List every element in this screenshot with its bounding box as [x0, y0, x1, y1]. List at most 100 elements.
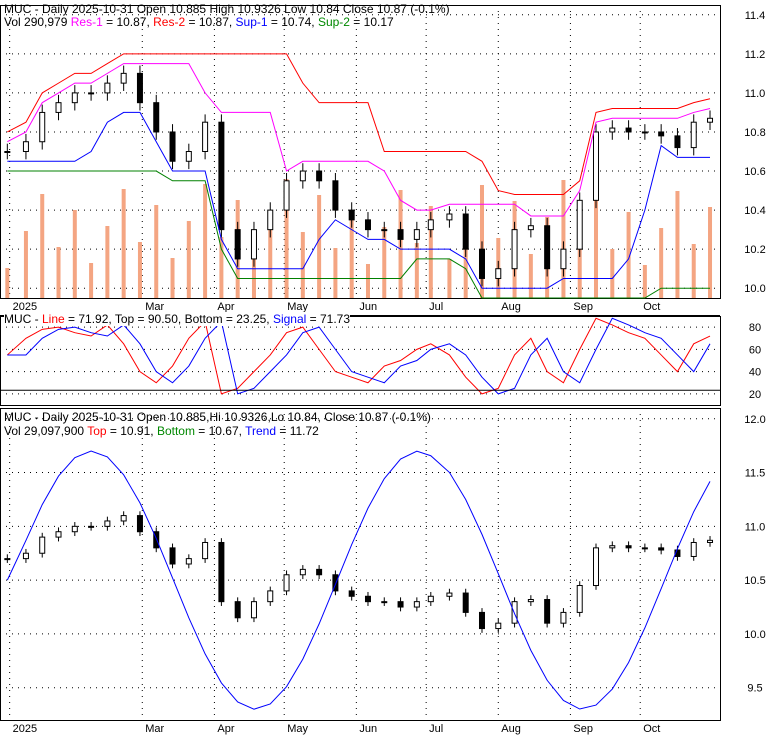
volume-bar — [5, 268, 10, 298]
price-candle — [316, 170, 323, 182]
price-candle — [478, 611, 485, 630]
volume-bar — [72, 210, 77, 298]
y-tick-label: 11.4 — [745, 10, 766, 22]
top-value: = 10.91, — [106, 424, 157, 438]
top-label: Top — [87, 424, 107, 438]
x-tick-label: 2025 — [13, 301, 37, 313]
price-candle — [381, 601, 388, 604]
x-tick-label: Jun — [359, 301, 377, 313]
price-candle — [185, 151, 192, 162]
x-tick-label: Oct — [643, 723, 660, 735]
sup2-value: = 10.17 — [349, 15, 394, 29]
price-candle — [690, 121, 697, 149]
price-candle — [511, 229, 518, 270]
y-tick-label: 10.0 — [744, 629, 765, 641]
price-candle — [71, 92, 78, 104]
price-candle — [267, 209, 274, 231]
volume-bar — [691, 244, 696, 298]
price-candle — [413, 229, 420, 240]
line-label: Line — [42, 312, 65, 326]
panel-frame — [0, 408, 721, 721]
bottom-label: Bottom — [156, 424, 195, 438]
price-candle — [153, 102, 160, 133]
price-candle — [316, 568, 323, 576]
x-tick-label: Jun — [359, 723, 377, 735]
volume-bar — [170, 258, 175, 298]
bottom-value: = 10.67, — [194, 424, 246, 438]
volume-bar — [659, 228, 664, 298]
x-tick-label: Mar — [145, 301, 164, 313]
price-candle — [625, 127, 632, 133]
price-candle — [527, 599, 534, 603]
volume-bar — [428, 206, 433, 298]
price-candle — [462, 592, 469, 613]
volume-bar — [121, 189, 126, 298]
volume-bar — [382, 227, 387, 298]
price-candle — [478, 248, 485, 279]
price-candle — [658, 131, 665, 137]
res2-line — [7, 53, 711, 195]
x-tick-label: Mar — [145, 723, 164, 735]
volume-bar — [610, 249, 615, 298]
y-tick-label: 60 — [749, 344, 761, 356]
x-tick-label: Oct — [643, 301, 660, 313]
volume-bar — [708, 207, 713, 298]
x-tick-label: Aug — [501, 301, 521, 313]
volume-bar — [463, 222, 468, 298]
y-tick-label: 10.6 — [744, 166, 765, 178]
price-candle — [88, 92, 95, 95]
x-tick-label: Sep — [573, 301, 593, 313]
price-candle — [446, 213, 453, 221]
price-candle — [332, 574, 339, 592]
volume-bar — [528, 254, 533, 298]
volume-bar — [186, 221, 191, 298]
price-candle — [690, 541, 697, 557]
sup2-label: Sup-2 — [317, 15, 350, 29]
trend-line — [6, 450, 711, 710]
x-tick-label: 2025 — [13, 723, 37, 735]
volume-bar — [268, 216, 273, 298]
signal-value: = 71.73 — [306, 312, 351, 326]
price-candle — [707, 117, 714, 123]
price-candle — [527, 225, 534, 231]
price-candle — [413, 601, 420, 608]
volume-bar — [219, 237, 224, 298]
price-candle — [4, 558, 11, 561]
price-candle — [625, 545, 632, 549]
volume-bar — [154, 205, 159, 298]
price-candle — [658, 547, 665, 551]
price-candle — [495, 622, 502, 630]
price-candle — [427, 595, 434, 603]
volume-bar — [137, 242, 142, 298]
sup1-line — [7, 111, 711, 289]
y-tick-label: 80 — [749, 322, 761, 334]
price-candle — [364, 595, 371, 603]
x-tick-label: Aug — [501, 723, 521, 735]
res2-label: Res-2 — [153, 15, 186, 29]
trend-label: Trend — [245, 424, 277, 438]
volume-bar — [365, 264, 370, 298]
volume-bar — [89, 263, 94, 298]
panel2-legend: MUC - Line = 71.92, Top = 90.50, Bottom … — [4, 312, 351, 326]
price-candle — [153, 531, 160, 549]
x-tick-label: Sep — [573, 723, 593, 735]
osc-title: MUC - — [4, 312, 42, 326]
price-candle — [136, 515, 143, 533]
price-candle — [674, 135, 681, 149]
y-tick-label: 11.0 — [745, 521, 766, 533]
price-candle — [707, 539, 714, 543]
volume-bar — [284, 179, 289, 298]
price-candle — [283, 574, 290, 592]
volume-bar — [594, 196, 599, 298]
price-candle — [544, 599, 551, 624]
sup1-value: = 10.74, — [267, 15, 318, 29]
price-candle — [576, 199, 583, 250]
x-tick-label: May — [287, 301, 308, 313]
volume-bar — [561, 180, 566, 298]
price-candle — [22, 141, 29, 153]
price-candle — [462, 213, 469, 250]
price-candle — [136, 72, 143, 104]
price-candle — [609, 127, 616, 133]
volume-bar — [349, 211, 354, 298]
